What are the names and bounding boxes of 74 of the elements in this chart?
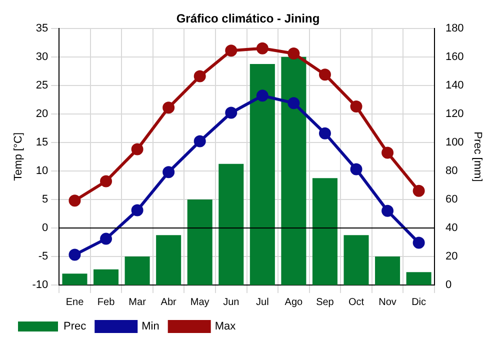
point [131, 143, 144, 156]
x-tick-label: Abr [160, 296, 178, 308]
legend-label: Prec [64, 320, 87, 333]
point [382, 204, 394, 217]
y2-tick-label: 160 [445, 50, 464, 63]
point [131, 204, 144, 216]
bar [124, 256, 150, 285]
bar [344, 235, 369, 285]
point [256, 90, 268, 102]
point [100, 232, 112, 245]
point [68, 194, 81, 207]
bar [250, 64, 275, 285]
point [162, 166, 175, 178]
y2-tick-label: 0 [445, 279, 452, 292]
y-tick-label: 20 [36, 108, 48, 120]
point [194, 135, 206, 148]
y2-tick-label: 180 [445, 22, 464, 34]
bar [312, 178, 338, 285]
point [412, 236, 425, 249]
y2-tick-label: 20 [445, 250, 458, 263]
chart-title: Gráfico climático - Jining [176, 12, 320, 26]
y2-axis-title: Prec [mm] [471, 132, 484, 182]
x-tick-label: Jul [256, 296, 269, 308]
y2-tick-label: 100 [445, 136, 464, 148]
y-axis-title: Temp [°C] [12, 132, 25, 181]
x-tick-label: Feb [97, 296, 116, 308]
bar [156, 235, 182, 285]
point [382, 146, 394, 159]
y-tick-label: 25 [36, 79, 48, 92]
point [350, 163, 362, 176]
point [225, 106, 238, 119]
point [318, 68, 331, 81]
y2-tick-label: 40 [445, 222, 458, 234]
point [68, 248, 81, 261]
bar [94, 269, 119, 285]
point [412, 184, 425, 197]
point [318, 127, 331, 140]
legend-label: Max [214, 320, 236, 333]
y-tick-label: 5 [42, 194, 48, 206]
bar [62, 274, 88, 285]
point [288, 47, 300, 60]
y2-tick-label: 80 [445, 164, 458, 177]
bar [218, 164, 244, 285]
point [256, 42, 268, 54]
point [225, 44, 238, 57]
point [288, 97, 300, 110]
bar [375, 256, 400, 285]
bar [281, 56, 306, 285]
y-tick-label: -5 [38, 250, 48, 263]
bar [406, 272, 432, 285]
bar [187, 199, 212, 285]
x-tick-label: Nov [378, 296, 396, 308]
point [194, 70, 206, 82]
point [162, 102, 175, 114]
x-tick-label: Sep [316, 296, 334, 308]
x-tick-label: Oct [348, 296, 364, 308]
y2-tick-label: 60 [445, 194, 458, 206]
y-tick-label: 35 [36, 22, 48, 34]
y2-tick-label: 140 [445, 79, 464, 92]
y-tick-label: 15 [36, 136, 48, 148]
point [350, 100, 362, 113]
x-tick-label: Ago [284, 296, 304, 308]
y-tick-label: 10 [36, 164, 48, 177]
x-tick-label: Jun [223, 296, 240, 308]
y-tick-label: -10 [32, 279, 48, 292]
x-tick-label: Mar [128, 296, 147, 308]
y-tick-label: 30 [36, 50, 48, 63]
y2-tick-label: 120 [445, 108, 464, 120]
x-tick-label: Dic [412, 296, 426, 308]
legend-label: Min [142, 320, 160, 333]
y-tick-label: 0 [42, 222, 48, 234]
point [100, 175, 112, 188]
x-tick-label: Ene [66, 296, 84, 308]
x-tick-label: May [190, 296, 210, 308]
